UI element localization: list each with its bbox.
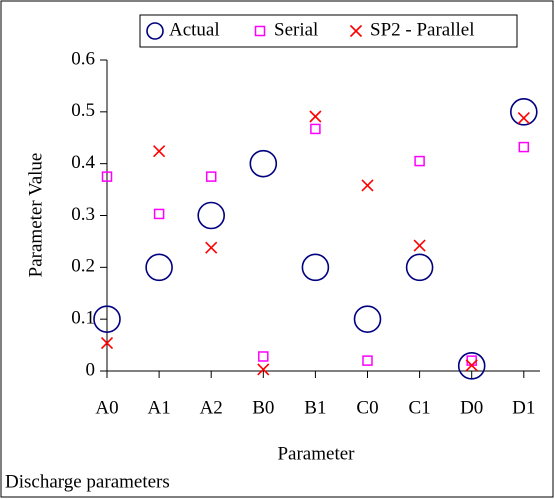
marker-x xyxy=(153,145,166,158)
marker-square xyxy=(310,123,321,135)
x-tick-label: B0 xyxy=(252,397,274,418)
marker-circle xyxy=(93,305,121,333)
y-axis-title: Parameter Value xyxy=(25,153,46,278)
x-axis-title: Parameter xyxy=(277,443,355,464)
y-tick-label: 0.2 xyxy=(71,256,95,277)
marker-x xyxy=(257,363,270,376)
marker-circle xyxy=(353,305,382,333)
legend-label: Serial xyxy=(274,19,318,40)
marker-circle xyxy=(405,253,434,282)
legend-marker xyxy=(349,24,363,38)
marker-circle xyxy=(457,352,486,380)
legend-box xyxy=(139,14,518,48)
y-tick-label: 0.4 xyxy=(71,152,95,173)
x-tick-label: C0 xyxy=(356,397,378,418)
legend-label: Actual xyxy=(169,19,220,40)
marker-circle xyxy=(197,201,225,230)
marker-circle xyxy=(249,149,278,178)
marker-circle xyxy=(145,253,173,282)
marker-square xyxy=(153,208,165,220)
legend-label: SP2 - Parallel xyxy=(370,19,475,40)
marker-x xyxy=(309,110,322,123)
x-tick-label: C1 xyxy=(409,397,431,418)
marker-square xyxy=(101,171,113,182)
y-tick-label: 0.5 xyxy=(71,100,95,121)
x-tick-label: D1 xyxy=(512,397,535,418)
marker-x xyxy=(205,241,218,254)
y-tick-label: 0 xyxy=(86,359,96,380)
x-tick-label: D0 xyxy=(460,397,483,418)
marker-x xyxy=(465,359,478,372)
marker-square xyxy=(362,355,373,366)
x-tick-label: A2 xyxy=(200,397,223,418)
y-tick-label: 0.1 xyxy=(71,308,95,329)
x-tick-label: A1 xyxy=(147,397,170,418)
marker-square xyxy=(205,171,217,182)
legend-marker xyxy=(146,22,164,40)
marker-circle xyxy=(301,253,330,282)
marker-x xyxy=(413,239,426,252)
marker-square xyxy=(518,141,530,153)
marker-circle xyxy=(509,98,538,126)
marker-x xyxy=(100,336,114,350)
marker-x xyxy=(517,111,530,125)
chart-title: Discharge parameters xyxy=(5,471,170,492)
marker-x xyxy=(361,179,374,192)
y-tick-label: 0.3 xyxy=(71,204,95,225)
marker-square xyxy=(414,155,425,167)
y-tick-label: 0.6 xyxy=(71,48,95,69)
x-tick-label: B1 xyxy=(304,397,326,418)
marker-square xyxy=(258,351,269,362)
legend-marker xyxy=(254,25,266,37)
x-tick-label: A0 xyxy=(95,397,118,418)
